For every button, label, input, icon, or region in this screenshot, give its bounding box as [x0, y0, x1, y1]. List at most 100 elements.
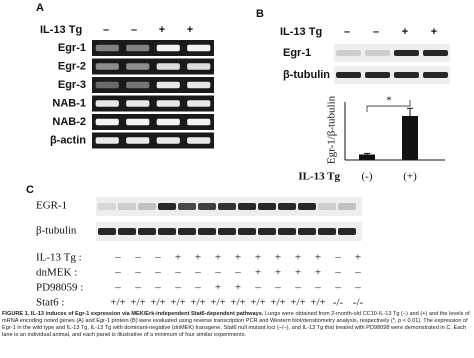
- gel: [92, 77, 214, 93]
- gel: [92, 95, 214, 112]
- blot: [334, 44, 450, 62]
- condition-value: –: [174, 267, 181, 279]
- condition-value: +/+: [230, 297, 245, 309]
- condition-value: +: [315, 267, 321, 279]
- row-label: NAB-2: [52, 116, 86, 128]
- band: [298, 203, 316, 210]
- row-label: β-tubulin: [283, 69, 330, 81]
- band: [198, 203, 216, 210]
- condition-value: +/+: [290, 297, 305, 309]
- condition-value: –: [134, 252, 141, 264]
- gel: [92, 132, 214, 149]
- condition-value: –: [114, 252, 121, 264]
- condition-value: –: [134, 282, 141, 294]
- condition-value: +: [195, 252, 201, 264]
- band: [187, 118, 211, 126]
- condition-value: –: [354, 267, 361, 279]
- band: [178, 203, 196, 210]
- panels: A IL-13 Tg – – + + Egr-1 Egr-2 Egr-3 NAB-1 NAB-2 β-…: [26, 2, 450, 309]
- condition-value: +/+: [210, 297, 225, 309]
- condition-value: +: [215, 282, 221, 294]
- condition-value: -/-: [333, 297, 344, 309]
- band: [423, 50, 448, 56]
- condition-value: +/+: [110, 297, 125, 309]
- condition-value: –: [174, 282, 181, 294]
- band: [95, 44, 119, 52]
- condition-value: –: [194, 267, 201, 279]
- condition-label: Stat6 :: [36, 297, 64, 309]
- condition-value: +/+: [150, 297, 165, 309]
- band: [336, 72, 361, 78]
- condition-value: +: [215, 252, 221, 264]
- band: [126, 137, 150, 144]
- condition-value: +/+: [170, 297, 185, 309]
- band: [95, 137, 119, 144]
- band: [365, 72, 390, 78]
- panel-label: C: [26, 184, 34, 196]
- band: [156, 81, 180, 89]
- band: [138, 203, 156, 210]
- row-label: Egr-1: [283, 47, 311, 59]
- row-label: Egr-1: [58, 42, 86, 54]
- panel-label: A: [36, 2, 44, 14]
- condition-value: +: [235, 252, 241, 264]
- condition-value: –: [314, 282, 321, 294]
- condition-value: +/+: [310, 297, 325, 309]
- band: [258, 228, 276, 235]
- band: [218, 203, 236, 210]
- condition-value: +: [355, 252, 361, 264]
- band: [95, 63, 119, 70]
- annotation: *: [386, 95, 392, 107]
- band: [126, 81, 150, 89]
- sign: –: [131, 24, 137, 36]
- condition-value: +: [275, 267, 281, 279]
- sign: +: [159, 24, 165, 36]
- condition-value: +: [235, 282, 241, 294]
- band: [126, 118, 150, 126]
- condition-value: +: [255, 267, 261, 279]
- band: [336, 50, 361, 56]
- row-label: Egr-2: [58, 60, 86, 72]
- sign: +: [187, 24, 193, 36]
- condition-value: –: [154, 267, 161, 279]
- band: [238, 203, 256, 210]
- condition-value: –: [134, 267, 141, 279]
- band: [238, 228, 256, 235]
- band: [338, 203, 356, 210]
- band: [98, 228, 116, 235]
- condition-value: -/-: [353, 297, 364, 309]
- band: [187, 63, 211, 70]
- row-label: β-actin: [50, 134, 86, 146]
- caption-title: FIGURE 1. IL-13 induces of Egr-1 express…: [2, 311, 264, 317]
- condition-label: IL-13 Tg: [40, 24, 82, 36]
- condition-value: –: [154, 282, 161, 294]
- y-label: Egr-1/β-tubulin: [326, 95, 338, 164]
- condition-label: IL-13 Tg: [280, 26, 322, 38]
- condition-value: –: [154, 252, 161, 264]
- bar: [402, 116, 418, 160]
- gel: [92, 40, 214, 56]
- condition-value: –: [334, 282, 341, 294]
- condition-label: dnMEK :: [36, 267, 77, 279]
- band: [394, 72, 419, 78]
- band: [156, 63, 180, 70]
- condition-value: +: [255, 252, 261, 264]
- band: [158, 228, 176, 235]
- condition-value: +: [295, 252, 301, 264]
- band: [95, 100, 119, 107]
- sign: –: [373, 26, 379, 38]
- sign: +: [402, 26, 408, 38]
- condition-value: –: [294, 282, 301, 294]
- x-label: IL-13 Tg: [298, 171, 340, 183]
- band: [126, 100, 150, 107]
- band: [198, 228, 216, 235]
- blot: [334, 66, 450, 84]
- band: [98, 203, 116, 210]
- row-label: β-tubulin: [36, 225, 77, 237]
- panel-label: B: [256, 8, 264, 20]
- band: [278, 228, 296, 235]
- band: [156, 118, 180, 126]
- band: [423, 72, 448, 78]
- x-tick-label: (+): [403, 171, 417, 183]
